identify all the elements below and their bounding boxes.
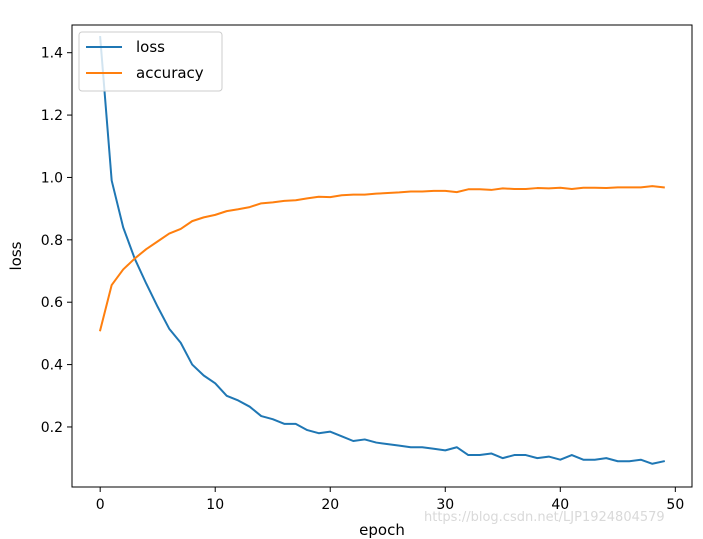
x-axis-ticks: 0 10 20 30 40 50 [96,487,684,513]
legend-label-loss: loss [136,38,165,56]
x-tick-label: 10 [206,497,224,513]
plot-area-frame [71,24,693,488]
y-tick-label: 0.4 [41,358,63,374]
x-tick-label: 40 [551,497,569,513]
x-tick-label: 50 [666,497,684,513]
series-line-loss [99,36,666,465]
y-tick-label: 0.6 [41,295,63,311]
x-tick-label: 0 [96,497,105,513]
legend-label-accuracy: accuracy [136,64,204,82]
y-tick-label: 1.0 [41,170,63,186]
legend: loss accuracy [78,31,223,92]
plot-lines [98,36,666,465]
x-tick-label: 20 [321,497,339,513]
y-axis-ticks: 0.2 0.4 0.6 0.8 1.0 1.2 1.4 [41,46,72,436]
y-tick-label: 1.4 [41,46,63,62]
x-axis-label: epoch [359,521,405,539]
y-axis-label: loss [7,241,25,270]
x-tick-label: 30 [436,497,454,513]
y-tick-label: 1.2 [41,108,63,124]
series-line-accuracy [98,185,665,332]
watermark-text: https://blog.csdn.net/LJP1924804579 [424,510,665,525]
y-tick-label: 0.2 [41,420,63,436]
y-tick-label: 0.8 [41,233,63,249]
